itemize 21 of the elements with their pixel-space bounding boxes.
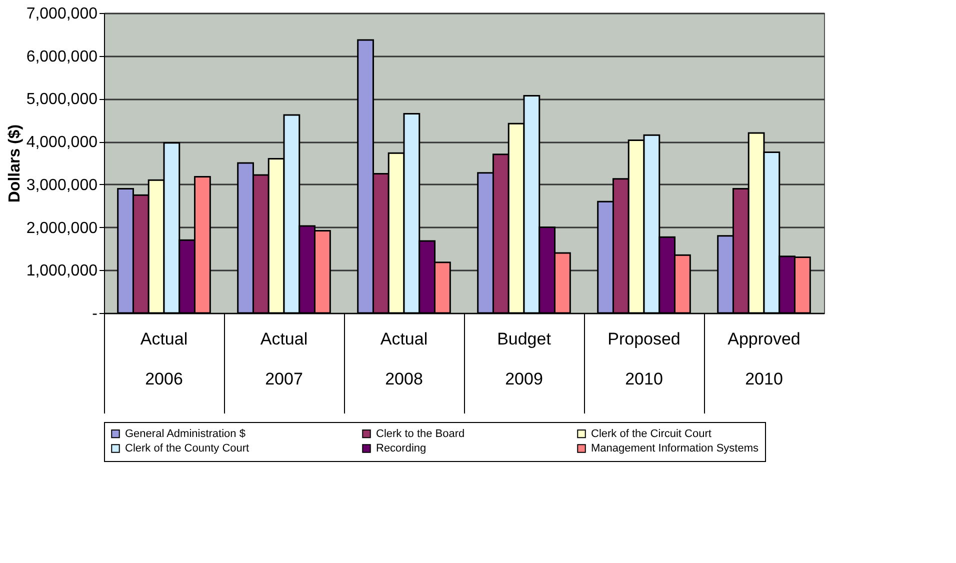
legend-label: Clerk of the Circuit Court — [591, 428, 712, 440]
legend-label: General Administration $ — [125, 428, 246, 440]
legend-label: Recording — [376, 442, 426, 454]
y-tick-label: 2,000,000 — [26, 220, 98, 237]
y-tick-label: 3,000,000 — [26, 176, 98, 194]
legend-label: Clerk of the County Court — [125, 442, 250, 454]
category-label: Actual 2006 — [140, 330, 188, 388]
y-tick-label: 5,000,000 — [26, 91, 98, 108]
category-label: Budget 2009 — [497, 330, 551, 388]
legend-label: Management Information Systems — [591, 442, 760, 454]
y-tick-label: 7,000,000 — [26, 6, 98, 22]
category-label: Proposed 2010 — [608, 330, 680, 388]
category-label: Actual 2007 — [260, 330, 308, 388]
y-tick-label: 4,000,000 — [26, 134, 98, 152]
y-tick-label: 6,000,000 — [26, 48, 98, 66]
y-axis-title: Dollars ($) — [6, 124, 24, 203]
y-tick-label: 1,000,000 — [26, 262, 98, 280]
y-tick-label: - — [92, 306, 98, 322]
category-label: Approved 2010 — [728, 330, 800, 388]
legend-label: Clerk to the Board — [376, 428, 465, 440]
category-label: Actual 2008 — [380, 330, 428, 388]
